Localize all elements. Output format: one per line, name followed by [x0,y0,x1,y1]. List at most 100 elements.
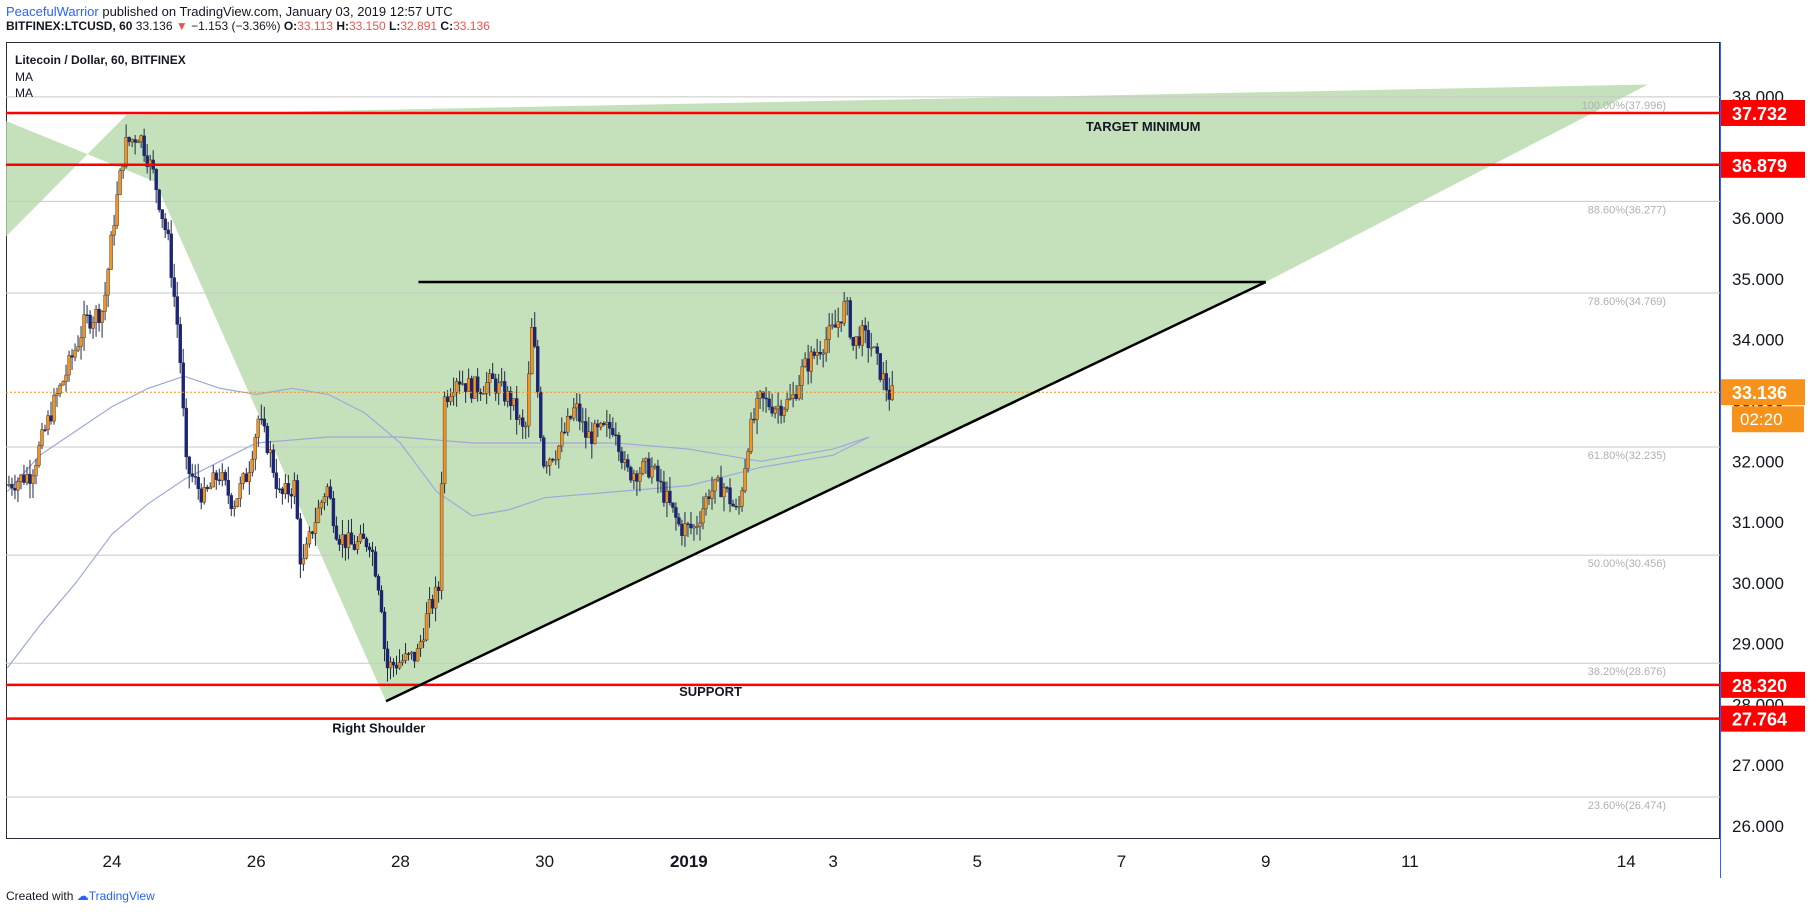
candle-body [496,382,501,394]
time-axis[interactable]: 24 26 28 30 2019 3 5 7 9 11 14 [103,852,1636,871]
candle-body [82,314,86,338]
candle-body [55,393,59,396]
candle-body [626,459,630,468]
candle-body [731,503,735,507]
candle-body [599,422,603,428]
tradingview-link[interactable]: TradingView [88,889,155,903]
candle-body [499,381,504,384]
chart-annotation: TARGET MINIMUM [1086,119,1201,134]
candle-body [370,549,375,552]
candle-body [647,458,651,478]
candle-body [887,389,891,400]
low-label: L: [389,19,401,33]
candle-body [436,586,441,591]
candle-body [746,451,750,469]
candle-body [220,472,224,481]
candle-body [518,417,522,420]
candle-body [322,496,327,503]
last-price: 33.136 [135,19,173,33]
candle-body [605,421,609,425]
candle-body [650,466,654,478]
ma-slow-line [6,375,870,517]
candle-body [415,648,420,662]
high-label: H: [336,19,349,33]
close-label: C: [440,19,454,33]
high-value: 33.150 [349,19,386,33]
candle-body [229,495,233,510]
candle-body [469,378,474,399]
level-badge [1721,671,1805,698]
candle-body [265,425,270,454]
candle-body [608,421,612,429]
author-link[interactable]: PeacefulWarrior [6,4,99,19]
candle-body [502,381,507,402]
candle-body [190,473,194,477]
candle-body [433,586,438,609]
candle-body [37,445,41,466]
current-price-label: 33.136 [1732,383,1787,403]
candle-body [292,480,297,497]
low-value: 32.891 [400,19,438,33]
countdown-badge [1732,406,1804,433]
candle-body [430,599,435,609]
candle-body [79,337,83,347]
level-badge [1721,705,1805,732]
candle-body [244,473,248,483]
candle-body [235,498,239,507]
candle-body [788,398,792,400]
candle-body [43,429,47,431]
candle-body [124,137,128,167]
candle-body [142,135,146,156]
candle-body [424,613,429,641]
candle-body [713,479,717,492]
candle-body [316,507,321,523]
candle-body [172,277,176,297]
level-badge [1721,151,1805,178]
candle-body [581,421,585,423]
candle-body [845,300,849,302]
published-text: published on TradingView.com, January 03… [102,4,453,19]
countdown-label: 02:20 [1740,410,1783,429]
candle-body [136,141,140,144]
candle-body [863,325,867,331]
candle-body [773,408,777,414]
chart-container[interactable]: 100.00%(37.996) 88.60%(36.277) 78.60%(34.7… [6,42,1806,892]
chart-pane [6,42,1721,878]
candle-body [85,314,89,316]
candle-body [551,458,555,461]
price-chart[interactable]: 100.00%(37.996) 88.60%(36.277) 78.60%(34.7… [6,42,1806,887]
projection-area [6,84,1648,702]
candle-body [250,458,255,473]
candle-body [388,661,393,669]
created-with-label: Created with [6,889,74,903]
candle-body [409,651,414,654]
candle-body [818,352,822,355]
candle-body [782,408,786,416]
candle-body [379,590,384,613]
candle-body [94,308,98,323]
candle-body [755,398,759,420]
candle-body [391,661,396,666]
candle-body [253,437,258,460]
price-tick-label: 35.000 [1732,270,1784,289]
price-axis[interactable]: 26.00027.00028.00029.00030.00031.00032.0… [1721,88,1805,836]
candle-body [49,415,53,422]
candle-body [139,135,143,143]
candle-body [457,381,462,385]
candle-body [536,346,540,393]
candle-body [277,488,282,490]
time-tick-label: 26 [247,852,266,871]
candle-body [121,166,125,171]
candle-body [184,407,188,458]
candle-body [767,398,771,408]
candle-body [349,532,354,545]
candle-body [376,576,381,591]
candle-body [758,391,762,399]
candle-body [397,662,402,669]
candle-body [515,398,519,420]
candle-body [304,543,309,559]
time-tick-label: 24 [103,852,122,871]
candle-body [722,487,726,498]
candle-body [445,396,450,402]
candle-body [193,476,197,478]
